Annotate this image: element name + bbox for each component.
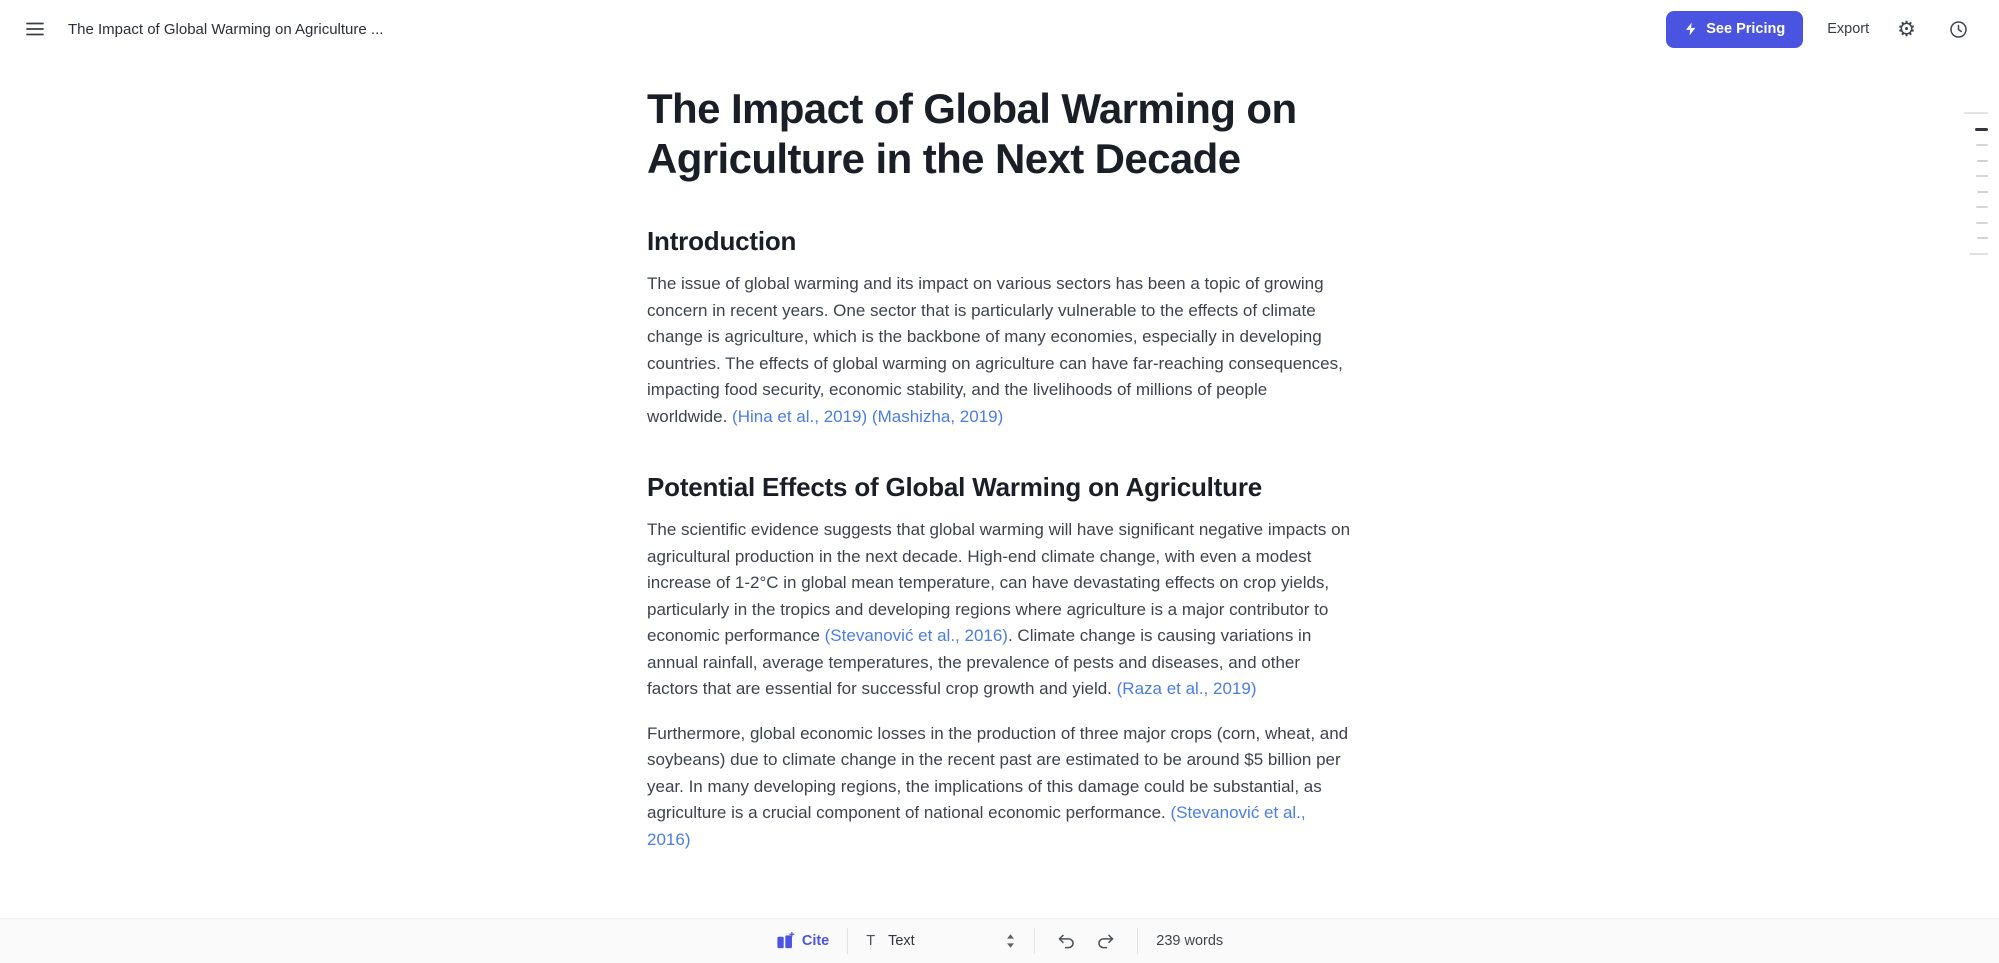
undo-icon — [1058, 934, 1075, 948]
undo-button[interactable] — [1047, 927, 1086, 956]
redo-button[interactable] — [1086, 927, 1125, 956]
minimap-line — [1975, 127, 1988, 131]
toolbar-divider — [1034, 928, 1036, 954]
undo-redo-group — [1035, 919, 1137, 963]
format-toolbar: Cite T Text — [758, 919, 1241, 963]
minimap-line — [1977, 190, 1988, 193]
gear-icon: ⚙ — [1897, 17, 1916, 41]
minimap-line — [1976, 144, 1988, 146]
minimap-line — [1964, 112, 1988, 114]
citation-link[interactable]: (Mashizha, 2019) — [871, 406, 1004, 426]
document-minimap[interactable] — [1962, 112, 1988, 255]
settings-button[interactable]: ⚙ — [1893, 15, 1920, 44]
cite-label: Cite — [801, 933, 830, 949]
text-style-label: Text — [888, 933, 915, 949]
export-button[interactable]: Export — [1827, 21, 1870, 37]
minimap-line — [1976, 206, 1988, 208]
editor-page[interactable]: The Impact of Global Warming on Agricult… — [0, 58, 1999, 918]
section-heading-introduction: Introduction — [647, 226, 797, 256]
citation-link[interactable]: (Hina et al., 2019) — [732, 406, 868, 426]
history-button[interactable] — [1944, 15, 1973, 44]
top-bar: The Impact of Global Warming on Agricult… — [0, 0, 1999, 58]
minimap-line — [1977, 159, 1988, 162]
text-style-select[interactable]: T Text — [866, 933, 1016, 949]
citation-link[interactable]: (Raza et al., 2019) — [1116, 679, 1257, 698]
section-heading-potential-effects: Potential Effects of Global Warming on A… — [647, 472, 1263, 502]
document-body: The Impact of Global Warming on Agricult… — [647, 84, 1352, 853]
clock-icon — [1950, 20, 1967, 38]
text-type-icon: T — [866, 933, 876, 949]
paragraph-text: The issue of global warming and its impa… — [647, 274, 1343, 426]
see-pricing-label: See Pricing — [1706, 21, 1786, 37]
citation-link[interactable]: (Stevanović et al., 2016) — [824, 626, 1008, 645]
hamburger-icon — [26, 22, 44, 36]
cite-button[interactable]: Cite — [776, 931, 830, 951]
bottom-bar: Cite T Text — [0, 918, 1999, 963]
paragraph: The issue of global warming and its impa… — [647, 271, 1352, 430]
cite-group: Cite — [758, 919, 847, 963]
minimap-line — [1977, 237, 1988, 239]
minimap-line — [1976, 175, 1988, 177]
paragraph-text: Furthermore, global economic losses in t… — [647, 723, 1349, 823]
toolbar-divider — [847, 928, 849, 954]
redo-icon — [1098, 934, 1114, 948]
see-pricing-button[interactable]: See Pricing — [1666, 10, 1804, 48]
minimap-line — [1976, 221, 1988, 224]
top-bar-right: See Pricing Export ⚙ — [1666, 10, 1973, 48]
paragraph: Furthermore, global economic losses in t… — [647, 721, 1352, 854]
citation-link[interactable]: (Stevanović et al., 2016) — [647, 803, 1306, 849]
word-count-group: 239 words — [1138, 919, 1241, 963]
text-style-group: T Text — [848, 919, 1034, 963]
toolbar-divider — [1137, 928, 1139, 954]
chevron-up-down-icon — [1007, 934, 1015, 948]
book-cite-icon — [777, 931, 795, 948]
paragraph-text: . Climate change is causing variations i… — [647, 626, 1312, 698]
document-title: The Impact of Global Warming on Agricult… — [647, 85, 1297, 182]
minimap-line — [1969, 252, 1988, 255]
paragraph: The scientific evidence suggests that gl… — [647, 517, 1352, 703]
paragraph-text: The scientific evidence suggests that gl… — [647, 520, 1351, 645]
document-title-header[interactable]: The Impact of Global Warming on Agricult… — [68, 20, 384, 38]
lightning-icon — [1686, 22, 1696, 36]
word-count: 239 words — [1156, 933, 1224, 949]
menu-button[interactable] — [22, 18, 48, 40]
top-bar-left: The Impact of Global Warming on Agricult… — [22, 18, 383, 40]
